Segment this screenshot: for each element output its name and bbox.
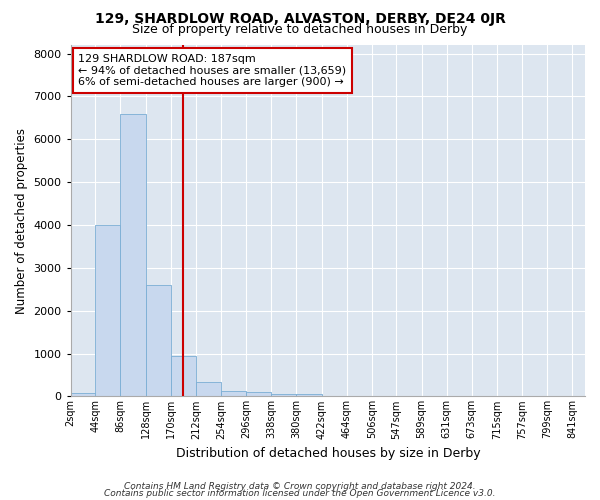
Text: 129 SHARDLOW ROAD: 187sqm
← 94% of detached houses are smaller (13,659)
6% of se: 129 SHARDLOW ROAD: 187sqm ← 94% of detac… — [79, 54, 347, 87]
X-axis label: Distribution of detached houses by size in Derby: Distribution of detached houses by size … — [176, 447, 480, 460]
Bar — [71, 393, 96, 396]
Text: 129, SHARDLOW ROAD, ALVASTON, DERBY, DE24 0JR: 129, SHARDLOW ROAD, ALVASTON, DERBY, DE2… — [95, 12, 505, 26]
Bar — [170, 356, 196, 397]
Bar — [95, 225, 121, 396]
Y-axis label: Number of detached properties: Number of detached properties — [15, 128, 28, 314]
Bar — [271, 394, 296, 396]
Bar — [246, 392, 271, 396]
Bar — [146, 285, 170, 397]
Bar — [196, 382, 221, 396]
Text: Size of property relative to detached houses in Derby: Size of property relative to detached ho… — [133, 22, 467, 36]
Text: Contains HM Land Registry data © Crown copyright and database right 2024.: Contains HM Land Registry data © Crown c… — [124, 482, 476, 491]
Bar — [221, 391, 246, 396]
Bar — [296, 394, 322, 396]
Text: Contains public sector information licensed under the Open Government Licence v3: Contains public sector information licen… — [104, 489, 496, 498]
Bar — [121, 114, 146, 397]
